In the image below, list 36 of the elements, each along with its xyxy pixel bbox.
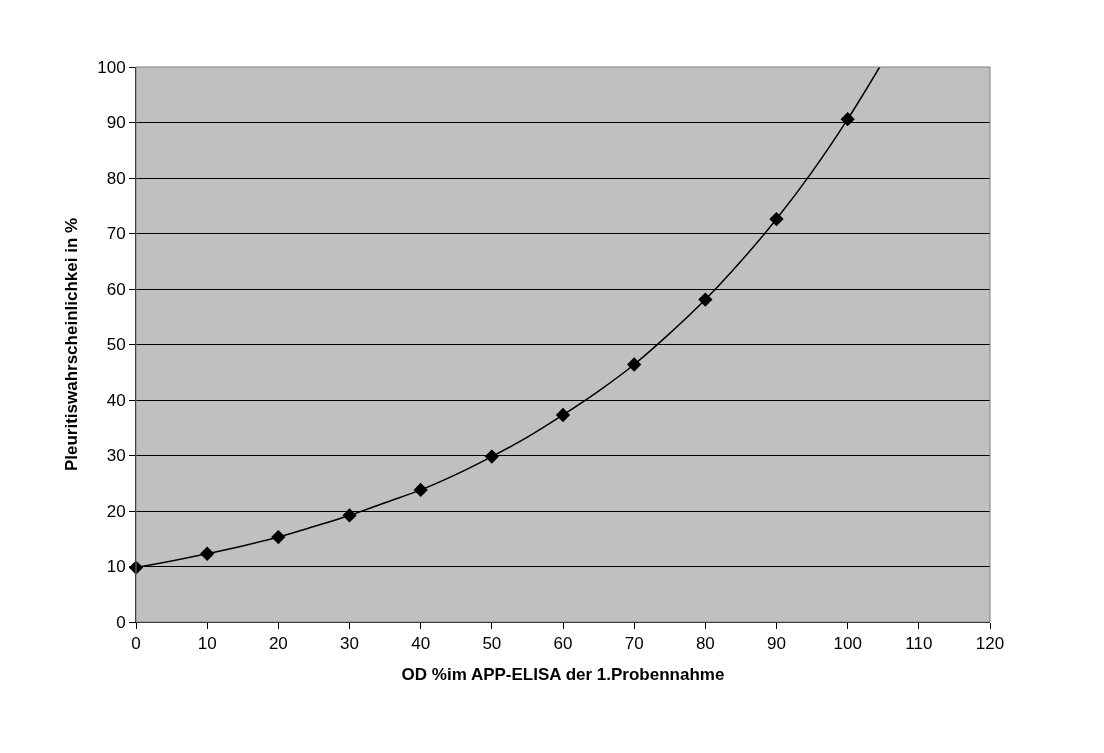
x-axis-title: OD %im APP-ELISA der 1.Probennahme	[401, 664, 725, 684]
point	[769, 211, 784, 227]
x-tick-label: 90	[767, 634, 786, 654]
x-tick-label: 10	[197, 634, 217, 654]
x-tick-label: 40	[411, 634, 431, 654]
y-tick-label: 10	[106, 557, 126, 577]
point	[555, 407, 571, 423]
y-tick-label: 90	[106, 113, 126, 133]
y-axis-title: Pleuritiswahrscheinlichkei in %	[61, 217, 81, 472]
point	[698, 292, 713, 307]
x-tick-label: 60	[553, 634, 573, 654]
point	[200, 546, 215, 561]
x-tick-label: 70	[624, 634, 644, 654]
x-tick-label: 30	[340, 634, 359, 654]
y-tick-label: 20	[106, 501, 126, 521]
x-tick-label: 50	[482, 634, 502, 654]
y-tick-label: 50	[106, 335, 126, 355]
x-tick-label: 0	[131, 634, 141, 654]
y-tick-label: 30	[106, 446, 126, 466]
y-tick-label: 100	[97, 57, 126, 77]
x-tick-label: 110	[905, 634, 933, 654]
x-tick-label: 100	[833, 634, 862, 654]
x-tick-label: 80	[695, 634, 715, 654]
point	[627, 357, 642, 372]
point	[484, 449, 499, 464]
y-tick-label: 40	[106, 390, 126, 410]
x-tick-label: 120	[975, 634, 1005, 654]
point	[413, 482, 428, 498]
point	[840, 112, 855, 127]
y-tick-label: 70	[106, 224, 126, 244]
x-tick-label: 20	[268, 634, 288, 654]
y-tick-label: 0	[116, 612, 126, 632]
point	[342, 508, 357, 523]
point	[271, 529, 286, 545]
y-tick-label: 60	[106, 279, 126, 299]
y-tick-label: 80	[106, 168, 126, 188]
